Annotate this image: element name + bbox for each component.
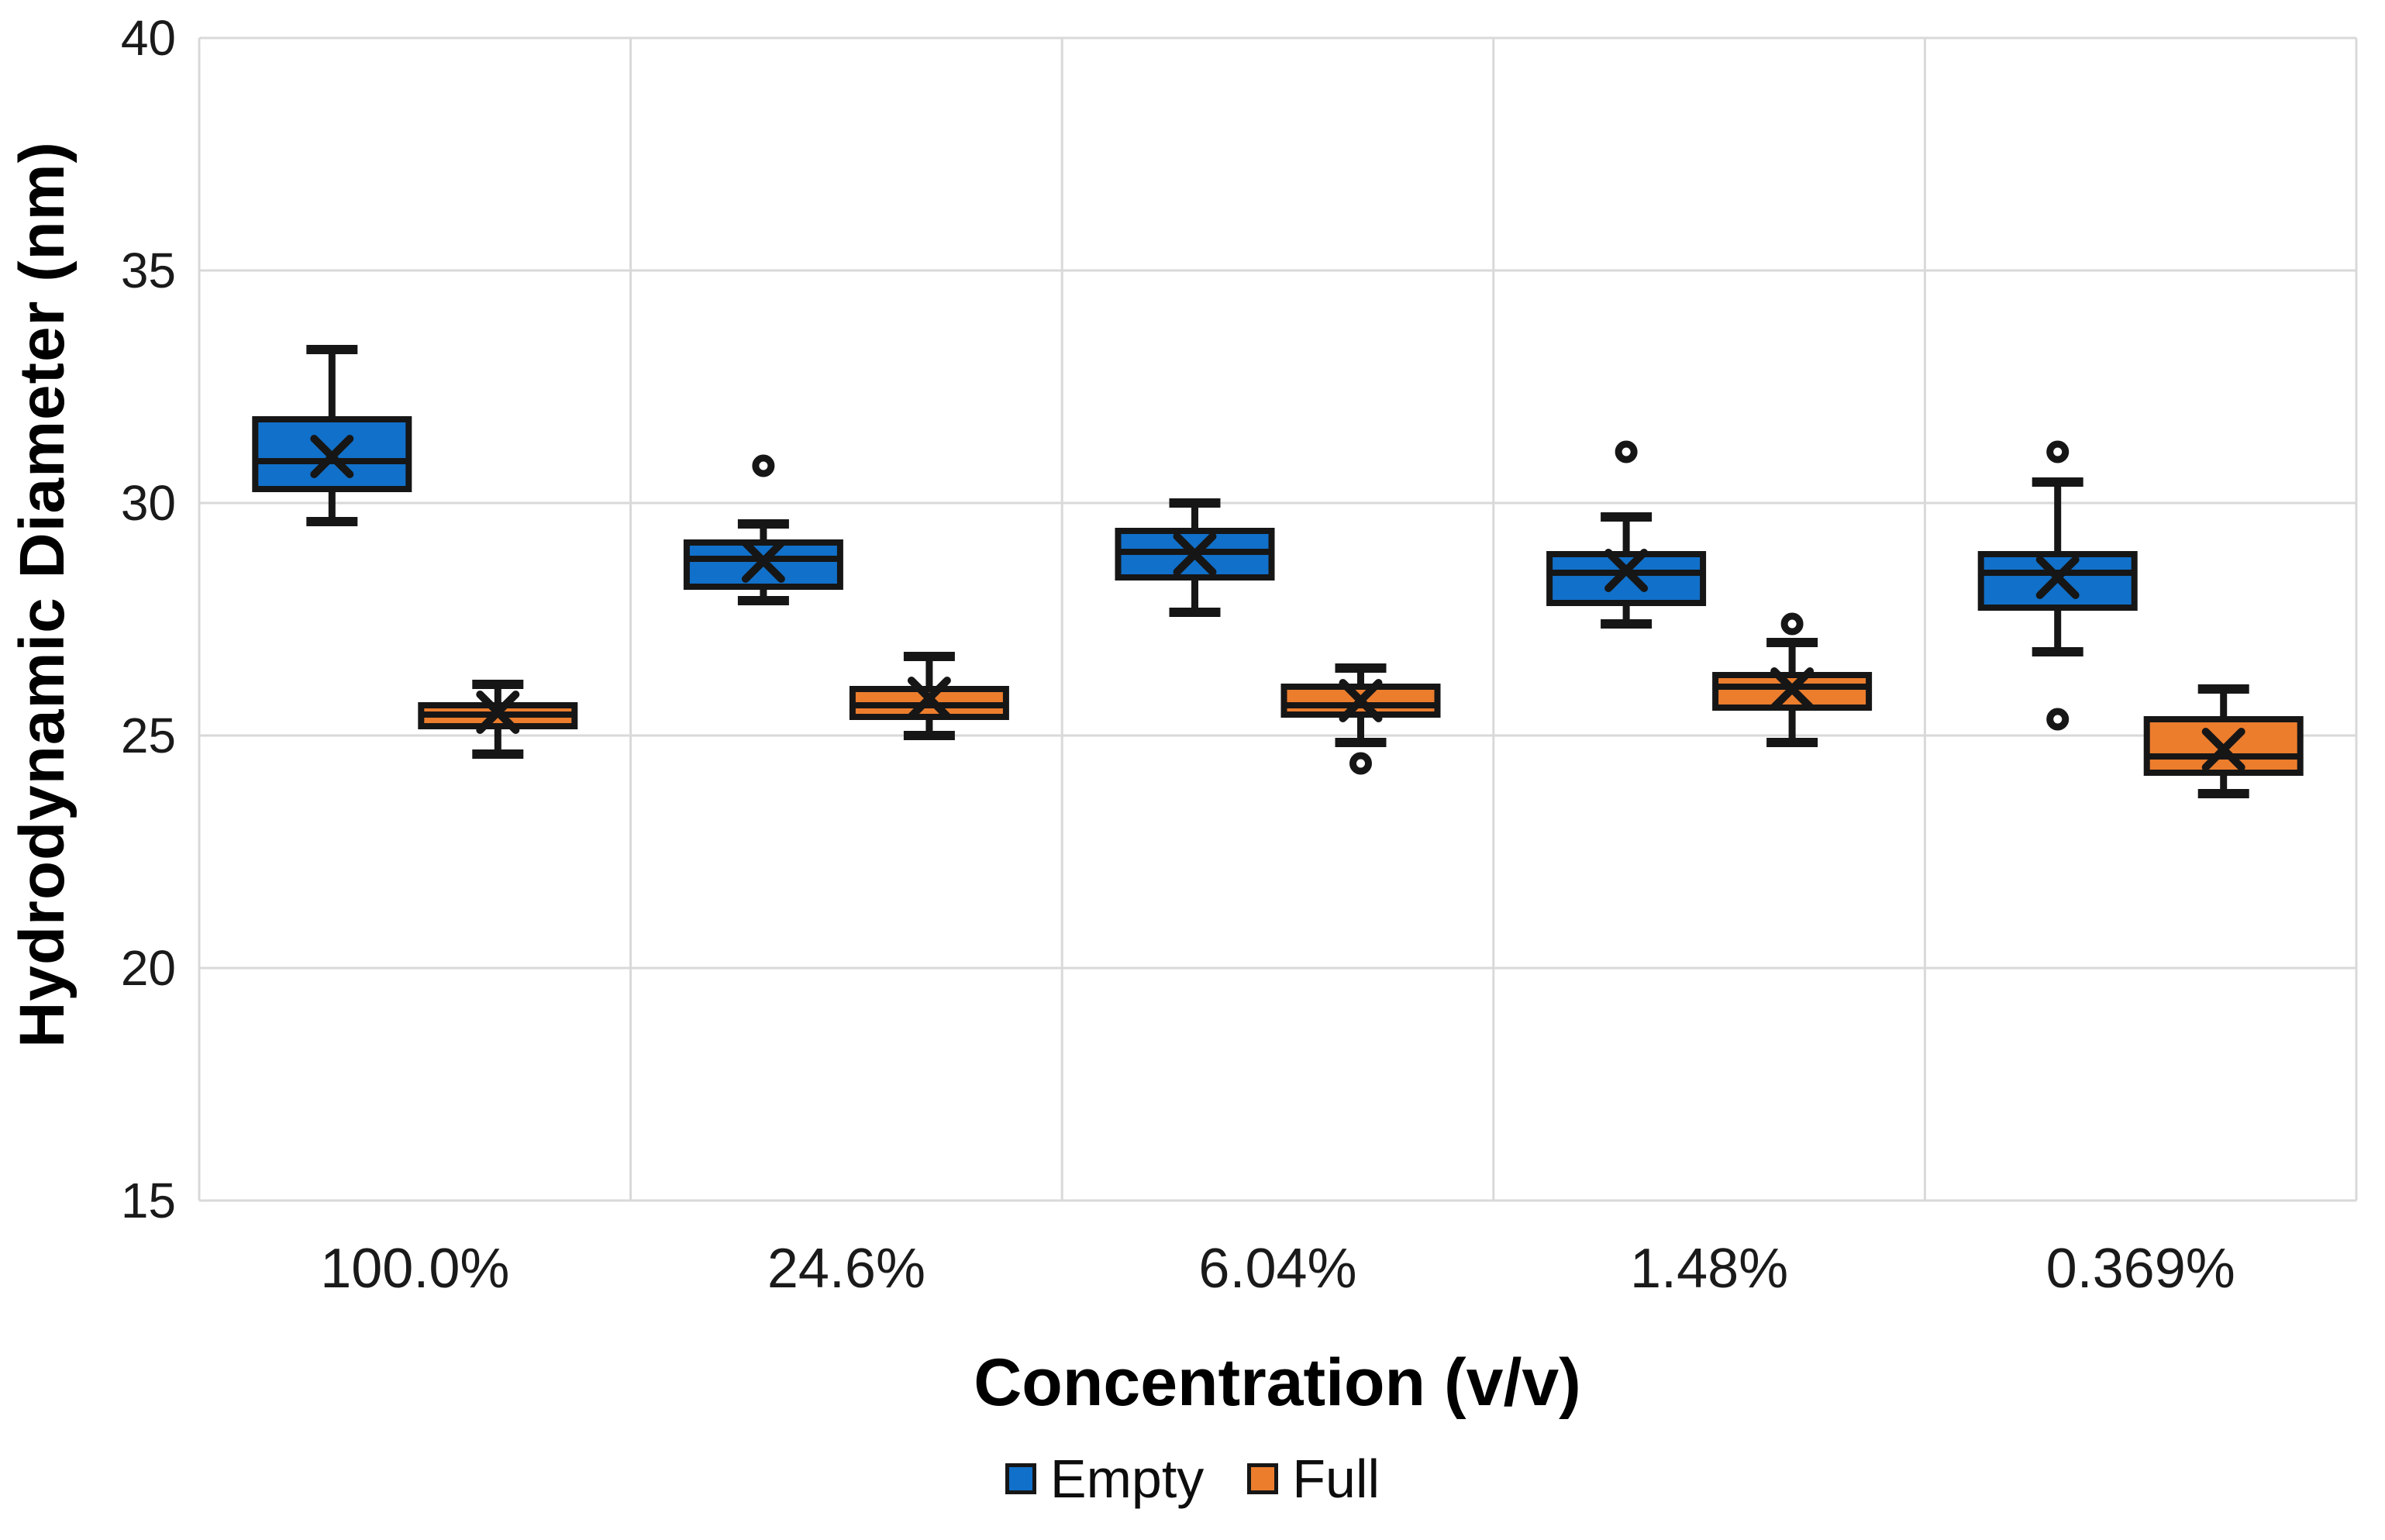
y-axis-title: Hydrodynamic Diameter (nm): [7, 141, 78, 1048]
y-tick-label: 30: [121, 475, 176, 531]
mean-x-marker: [476, 691, 520, 734]
legend-label-full: Full: [1292, 1449, 1380, 1509]
y-tick-label: 40: [121, 10, 176, 66]
mean-x-marker: [310, 435, 354, 478]
outlier-point: [1349, 752, 1372, 775]
y-tick-label: 20: [121, 940, 176, 996]
y-tick-label: 25: [121, 708, 176, 763]
mean-x-marker: [2035, 556, 2080, 599]
box-group-full-1.48%: [1712, 612, 1873, 747]
x-tick-label: 1.48%: [1630, 1238, 1788, 1300]
x-tick-label: 0.369%: [2046, 1238, 2235, 1300]
mean-x-marker: [1604, 549, 1649, 592]
box-group-full-0.369%: [2143, 684, 2304, 798]
y-tick-label: 35: [121, 243, 176, 298]
box-group-empty-100.0%: [252, 345, 412, 526]
box-group-full-6.04%: [1280, 663, 1441, 775]
box-group-full-24.6%: [849, 652, 1009, 740]
box-group-empty-1.48%: [1546, 440, 1707, 629]
legend-swatch-full: [1247, 1463, 1279, 1494]
legend-item-full: Full: [1247, 1448, 1380, 1510]
x-axis-title: Concentration (v/v): [974, 1345, 1581, 1420]
x-tick-label: 24.6%: [767, 1238, 925, 1300]
legend-swatch-empty: [1005, 1463, 1036, 1494]
iqr-box: [1546, 551, 1707, 606]
legend-item-empty: Empty: [1005, 1448, 1204, 1510]
legend: Empty Full: [0, 1448, 2385, 1510]
iqr-box: [1280, 684, 1441, 718]
mean-x-marker: [741, 539, 785, 583]
mean-x-marker: [1339, 679, 1383, 722]
x-tick-label: 100.0%: [320, 1238, 509, 1300]
outlier-point: [2046, 708, 2070, 731]
y-tick-label: 15: [121, 1173, 176, 1228]
iqr-box: [1977, 551, 2138, 611]
outlier-point: [752, 454, 775, 477]
mean-x-marker: [907, 677, 951, 720]
legend-label-empty: Empty: [1049, 1449, 1205, 1509]
mean-x-marker: [1770, 667, 1815, 711]
mean-x-marker: [2201, 728, 2245, 771]
x-tick-label: 6.04%: [1198, 1238, 1356, 1300]
mean-x-marker: [1173, 532, 1217, 576]
outlier-point: [1780, 612, 1804, 636]
box-group-empty-24.6%: [683, 454, 843, 605]
box-group-empty-0.369%: [1977, 440, 2138, 731]
outlier-point: [1615, 440, 1638, 463]
box-group-full-100.0%: [418, 680, 578, 759]
box-group-empty-6.04%: [1115, 498, 1275, 617]
outlier-point: [2046, 440, 2070, 463]
